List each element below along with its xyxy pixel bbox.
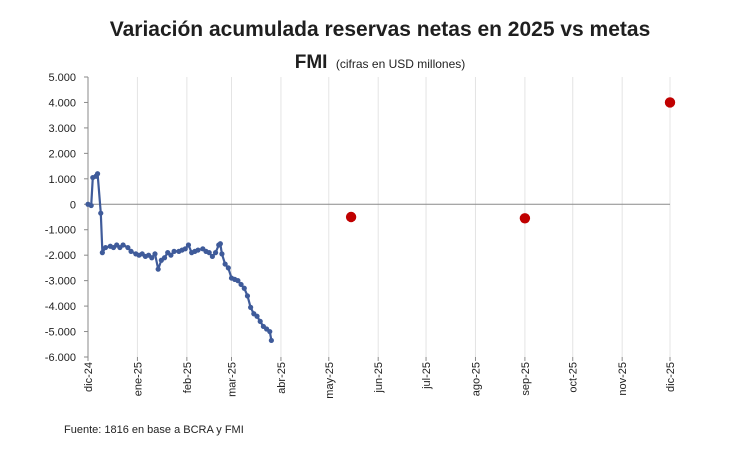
source-note: Fuente: 1816 en base a BCRA y FMI [64,424,244,436]
reserves-point [222,261,228,267]
reserves-point [128,248,134,254]
reserves-point [219,251,225,257]
y-tick-label: 0 [70,199,76,211]
subtitle-units: (cifras en USD millones) [335,57,466,71]
imf-target-point [345,211,357,223]
y-tick-label: 2.000 [48,148,76,160]
reserves-point [209,253,215,260]
reserves-point [225,265,231,271]
reserves-point [185,242,192,248]
reserves-point [88,202,94,209]
reserves-point [171,248,177,254]
reserves-point [212,250,219,256]
imf-target-point [664,97,676,108]
reserves-point [268,337,274,344]
reserves-point [161,255,168,261]
x-tick-label: ago-25 [470,362,482,396]
y-tick-label: -4.000 [45,301,76,313]
x-tick-label: mar-25 [227,362,239,397]
reserves-point [120,242,126,248]
reserves-point [152,251,158,257]
reserves-point [149,255,155,261]
y-tick-label: -3.000 [45,276,76,288]
reserves-point [94,171,101,177]
reserves-point [241,285,247,291]
chart-subtitle: FMI (cifras en USD millones) [0,52,730,74]
y-tick-label: 5.000 [48,72,76,84]
y-tick-label: -6.000 [45,352,76,364]
reserves-point [244,293,251,299]
reserves-point [254,313,260,319]
x-tick-label: nov-25 [617,362,629,396]
reserves-point [257,318,263,324]
x-tick-label: may-25 [324,362,336,399]
y-tick-label: 4.000 [48,97,76,109]
x-tick-label: jul-25 [421,362,433,390]
y-tick-label: -5.000 [45,327,76,339]
reserves-point [195,247,201,253]
x-tick-label: dic-25 [665,362,677,392]
y-tick-label: -1.000 [45,225,76,237]
reserves-point [267,328,273,335]
imf-target-point [519,213,531,224]
reserves-point [235,278,241,284]
x-tick-label: feb-25 [182,362,194,393]
reserves-line [87,172,273,341]
reserves-point [248,304,254,310]
reserves-point [98,210,104,216]
reserves-point [99,250,105,256]
x-tick-label: sep-25 [520,362,532,396]
x-tick-label: jun-25 [373,362,385,394]
reserves-point [217,241,223,247]
subtitle-bold: FMI [294,52,328,73]
reserves-point [206,250,212,256]
reserves-point [238,281,244,288]
y-tick-label: 1.000 [48,174,76,186]
x-tick-label: oct-25 [568,362,580,393]
x-tick-label: ene-25 [132,362,144,396]
reserves-point [155,266,161,272]
chart-title: Variación acumulada reservas netas en 20… [109,18,651,41]
y-tick-label: -2.000 [45,250,76,262]
x-tick-label: dic-24 [83,362,95,392]
reserves-point [102,244,109,251]
x-tick-label: abr-25 [276,362,288,394]
y-tick-label: 3.000 [48,123,76,135]
reserves-point [168,252,174,258]
reserves-point [182,246,188,252]
reserves-point [125,244,131,251]
